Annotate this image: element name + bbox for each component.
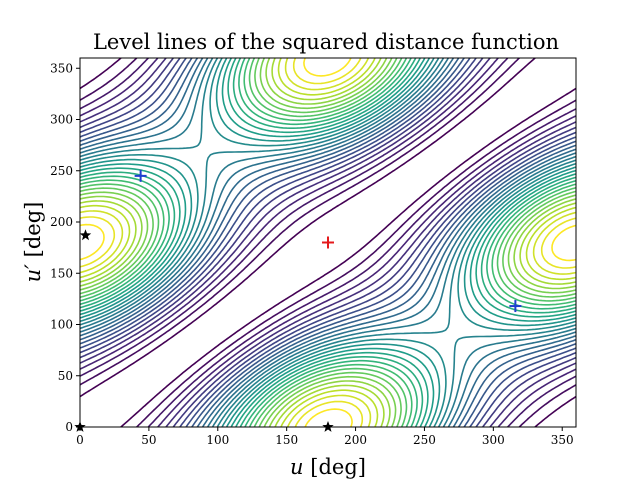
y-tick-label: 250 [50,164,73,178]
contour-level-19 [80,58,576,427]
contour-level-2 [80,58,576,427]
contour-level-11 [80,58,576,427]
contour-level-12 [80,58,576,427]
x-tick-label: 150 [275,433,298,447]
minimum-star-marker [74,421,86,432]
contour-level-22 [80,58,576,427]
maximum-marker [322,236,334,249]
contour-level-7 [80,58,576,427]
x-tick-label: 350 [551,433,574,447]
contour-level-28 [80,58,576,427]
contour-level-10 [80,58,576,427]
contour-level-26 [80,58,576,427]
x-tick-label: 200 [344,433,367,447]
contour-level-8 [80,58,576,427]
contour-level-15 [80,58,576,427]
y-tick-label: 150 [50,266,73,280]
contour-level-1 [80,58,576,427]
axis-ticks: 0 50 100 150 200 250 300 350 0 50 100 150 200 250 300 3… [50,61,574,447]
y-axis-unit: [deg] [21,202,45,258]
contour-lines [80,58,576,427]
contour-level-20 [80,58,576,427]
contour-level-30 [80,58,576,427]
contour-level-18 [80,58,576,427]
contour-level-27 [80,58,576,427]
contour-level-17 [80,58,576,427]
contour-level-24 [80,58,576,427]
y-tick-label: 350 [50,61,73,75]
contour-level-23 [80,58,576,427]
x-axis-variable: u [290,455,304,479]
x-axis-unit: [deg] [310,455,366,479]
contour-level-16 [80,58,576,427]
y-tick-label: 0 [65,420,73,434]
saddle-point-marker [509,300,522,313]
contour-level-5 [80,58,576,427]
x-tick-label: 100 [206,433,229,447]
contour-level-13 [80,58,576,427]
contour-level-6 [80,58,576,427]
critical-point-markers [74,169,522,432]
y-tick-label: 100 [50,318,73,332]
contour-level-3 [80,58,576,427]
x-tick-label: 250 [413,433,436,447]
chart-title: Level lines of the squared distance func… [93,30,559,54]
y-axis-variable: u′ [21,264,45,283]
contour-level-21 [80,58,576,427]
x-tick-label: 300 [482,433,505,447]
y-axis-label: u′ [deg] [21,202,45,283]
contour-level-14 [80,58,576,427]
y-tick-label: 300 [50,113,73,127]
contour-level-4 [80,58,576,427]
minimum-star-marker [322,421,334,432]
contour-level-9 [80,58,576,427]
x-axis-label: u [deg] [290,455,366,479]
saddle-point-marker [134,169,147,182]
contour-level-29 [80,58,576,427]
minimum-star-marker [79,229,92,241]
y-tick-label: 200 [50,215,73,229]
x-tick-label: 50 [141,433,156,447]
contour-level-25 [80,58,576,427]
x-tick-label: 0 [76,433,84,447]
y-tick-label: 50 [58,369,73,383]
